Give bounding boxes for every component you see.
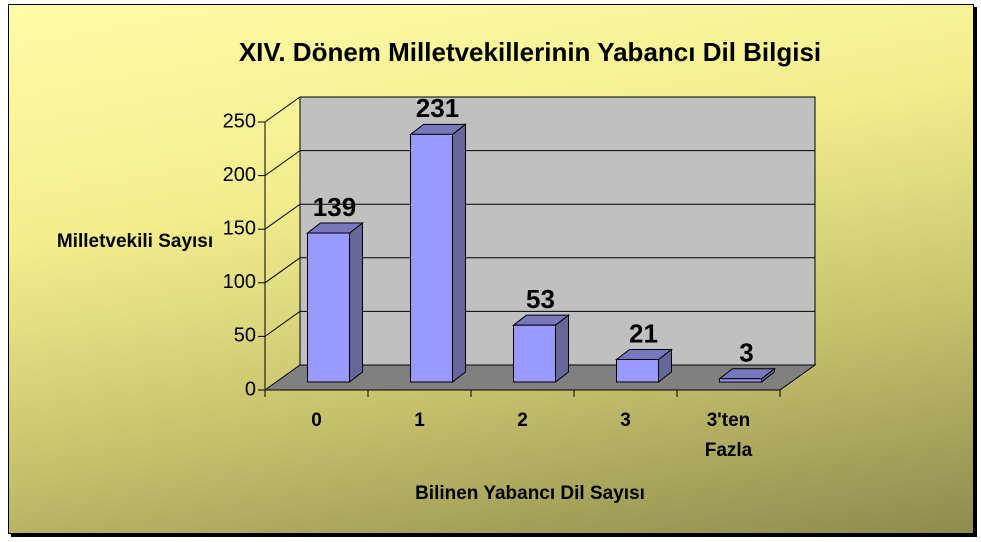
bar: [719, 378, 762, 383]
bar: [307, 232, 350, 383]
y-tick-label: 200: [223, 164, 256, 186]
bar: [616, 358, 659, 383]
bar-side: [555, 314, 569, 384]
value-label: 3: [739, 338, 753, 368]
x-axis-title: Bilinen Yabancı Dil Sayısı: [415, 483, 645, 504]
x-tick-label: 3'ten Fazla: [704, 410, 753, 461]
value-label: 53: [526, 284, 555, 314]
chart-title: XIV. Dönem Milletvekillerinin Yabancı Di…: [239, 37, 821, 67]
grid-line: [264, 150, 815, 177]
grid-line: [264, 310, 815, 337]
y-tick-label: 150: [223, 217, 256, 239]
bar-side: [349, 221, 363, 384]
bar: [410, 133, 453, 383]
x-tick-label: 2: [517, 410, 528, 431]
y-tick-label: 250: [223, 110, 256, 132]
x-tick-label: 1: [414, 410, 425, 431]
y-tick-label: 100: [223, 271, 256, 293]
value-label: 139: [313, 192, 356, 222]
grid-line: [264, 96, 815, 123]
x-tick-label: 3: [620, 410, 631, 431]
grid-line: [264, 257, 815, 284]
x-tick-label: 0: [311, 410, 322, 431]
y-tick-label: 50: [234, 325, 256, 347]
y-tick-label: 0: [245, 378, 256, 400]
y-axis-title: Milletvekili Sayısı: [56, 231, 214, 252]
value-label: 231: [416, 93, 459, 123]
value-label: 21: [629, 318, 658, 348]
bar: [513, 324, 556, 383]
grid-line: [264, 203, 815, 230]
bar-side: [452, 123, 466, 384]
